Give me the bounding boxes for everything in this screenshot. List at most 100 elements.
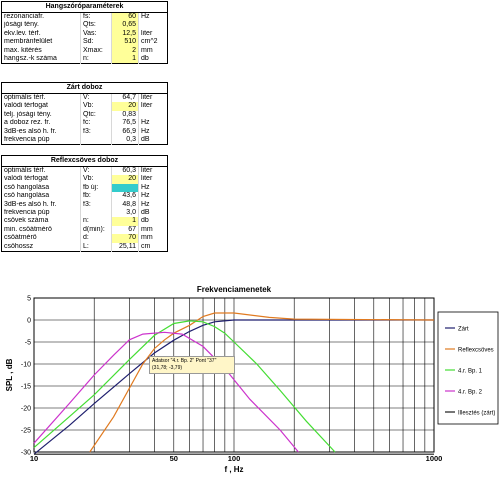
reflex-box-table: Reflexcsöves doboz optimális térf. V: 60,3 l… (1, 155, 168, 253)
cell-label: a doboz rez. fr. (4, 119, 51, 127)
cell-sym: fs: (80, 12, 112, 22)
cell-unit: mm (138, 234, 168, 243)
cell-unit: Hz (138, 12, 168, 22)
cell-unit: db (138, 217, 168, 226)
cell-value: 25,11 (111, 242, 139, 252)
cell-sym: n: (80, 217, 112, 226)
tooltip: Adatsor "4.r. Bp. 2" Pont "37" (31,78; -… (149, 356, 235, 374)
table-row: csőátmérő d: 70 mm (2, 234, 168, 243)
cell-unit: Hz (138, 183, 168, 193)
cell-label: csőhossz (4, 242, 34, 250)
cell-value: 76,5 (111, 119, 139, 128)
legend-entry: Illesztés (zárt) (458, 410, 495, 416)
cell-sym: Xmax: (80, 46, 112, 56)
cell-sym: L: (80, 242, 112, 252)
y-tick-label: -20 (21, 406, 31, 413)
y-tick-label: -30 (21, 450, 31, 457)
y-tick-label: -15 (21, 384, 31, 391)
cell-unit: db (138, 55, 168, 64)
cell-sym: f3: (80, 127, 112, 137)
table-row: optimális térf. V: 64,7 liter (2, 93, 168, 103)
cell-label: optimális térf. (4, 167, 46, 174)
cell-value[interactable]: 12,5 (111, 29, 139, 39)
cell-label: csőátmérő (4, 234, 37, 242)
table-title: Zárt doboz (1, 82, 168, 94)
y-tick-label: 0 (27, 318, 31, 325)
y-axis-label: SPL , dB (5, 358, 14, 391)
cell-value: 48,8 (111, 200, 139, 210)
cell-unit: Hz (138, 200, 168, 210)
table-title: Hangszóróparaméterek (1, 1, 168, 13)
cell-sym: Vb: (80, 102, 112, 111)
table-row: ekv.lev. térf. Vas: 12,5 liter (2, 29, 168, 39)
table-row: csőhossz L: 25,11 cm (2, 242, 168, 252)
legend-box (437, 311, 499, 425)
cell-value[interactable]: 70 (111, 234, 139, 243)
cell-sym: d: (80, 234, 112, 243)
cell-label: frekvencia púp (4, 209, 50, 217)
cell-label: frekvencia púp (4, 136, 50, 144)
cell-sym: Sd: (80, 38, 112, 47)
cell-value[interactable]: 510 (111, 38, 139, 47)
table-row: csövek száma n: 1 db (2, 217, 168, 226)
table-row: valódi térfogat Vb: 20 liter (2, 175, 168, 184)
table-row: cső hangolása fb új: Hz (2, 183, 168, 193)
x-axis-label: f , Hz (224, 465, 243, 474)
cell-unit: mm (138, 46, 168, 56)
table-row: hangsz.-k száma n: 1 db (2, 55, 168, 64)
cell-label: rezonanciafr. (4, 13, 45, 20)
cell-label: hangsz.-k száma (4, 55, 57, 63)
cell-label: 3dB-es alsó h. fr. (4, 127, 57, 135)
cell-label: ekv.lev. térf. (4, 29, 41, 37)
legend-entry: Reflexcsöves (458, 347, 494, 353)
cell-unit: Hz (138, 119, 168, 128)
table-row: 3dB-es alsó h. fr. f3: 48,8 Hz (2, 200, 168, 210)
table-row: rezonanciafr. fs: 60 Hz (2, 12, 168, 22)
cell-value[interactable]: 1 (111, 217, 139, 226)
cell-value[interactable]: 60 (111, 12, 139, 22)
table-row: frekvencia púp 3,0 dB (2, 209, 168, 218)
cell-sym: d(min): (80, 225, 112, 235)
legend-entry: 4.r. Bp. 2 (458, 389, 483, 395)
cell-value[interactable]: 1 (111, 55, 139, 64)
cell-label: min. csőátmérő (4, 225, 52, 233)
cell-sym: V: (80, 166, 112, 176)
y-tick-label: -10 (21, 362, 31, 369)
y-tick-label: 5 (27, 296, 31, 303)
series-line (33, 331, 299, 453)
cell-value[interactable]: 0,65 (111, 21, 139, 30)
series-line (33, 320, 336, 453)
cell-label: 3dB-es alsó h. fr. (4, 200, 57, 208)
table-row: a doboz rez. fr. fc: 76,5 Hz (2, 119, 168, 128)
tooltip-line2: (31,78; -3,79) (152, 365, 183, 371)
cell-value: 60,3 (111, 166, 139, 176)
closed-box-table: Zárt doboz optimális térf. V: 64,7 liter való… (1, 82, 168, 146)
cell-value[interactable]: 2 (111, 46, 139, 56)
cell-sym: Vb: (80, 175, 112, 184)
cell-value: 0,83 (111, 110, 139, 120)
cell-value[interactable]: 20 (111, 102, 139, 111)
table-row: telj. jósági tény. Qtc: 0,83 (2, 110, 168, 120)
series-line (89, 312, 435, 453)
cell-unit: Hz (138, 127, 168, 137)
cell-value: 67 (111, 225, 139, 235)
cell-value: 0,3 (111, 136, 139, 145)
cell-value[interactable] (111, 183, 139, 193)
table-title: Reflexcsöves doboz (1, 155, 168, 167)
cell-label: optimális térf. (4, 94, 46, 101)
cell-label: cső hangolása (4, 183, 50, 191)
x-tick-label: 10 (30, 454, 38, 463)
cell-label: csövek száma (4, 217, 49, 225)
cell-sym: Qtc: (80, 110, 112, 120)
cell-label: max. kitérés (4, 46, 42, 54)
cell-unit: liter (138, 29, 168, 39)
x-tick-label: 100 (228, 454, 241, 463)
cell-sym: n: (80, 55, 112, 64)
cell-sym: Qts: (80, 21, 112, 30)
x-tick-label: 50 (170, 454, 178, 463)
table-row: valódi térfogat Vb: 20 liter (2, 102, 168, 111)
cell-sym (80, 209, 112, 218)
cell-value[interactable]: 20 (111, 175, 139, 184)
cell-label: cső hangolása (4, 192, 50, 200)
